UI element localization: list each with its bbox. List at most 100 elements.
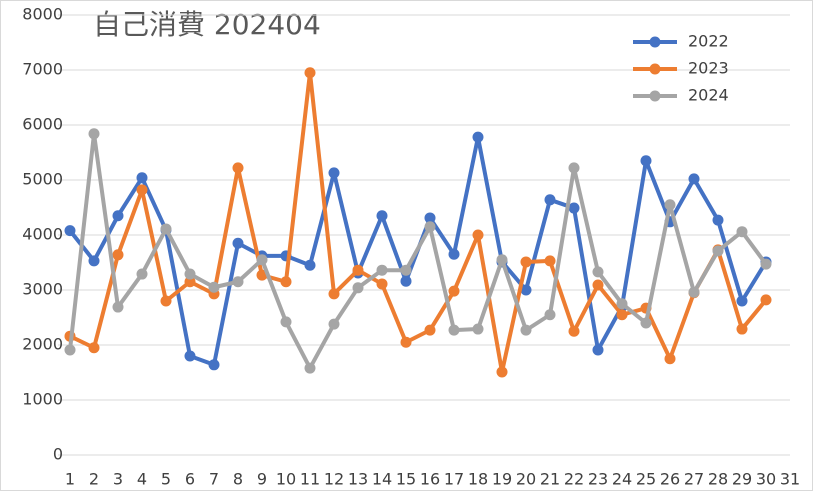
data-point <box>208 281 220 293</box>
chart-title: 自己消費 202404 <box>93 8 321 41</box>
data-point <box>592 279 604 291</box>
data-point <box>688 286 700 298</box>
x-tick-label: 28 <box>708 470 728 489</box>
data-point <box>184 350 196 362</box>
x-tick-label: 14 <box>372 470 392 489</box>
data-point <box>88 128 100 140</box>
data-point <box>760 294 772 306</box>
data-point <box>256 254 268 266</box>
x-tick-label: 21 <box>540 470 560 489</box>
data-point <box>232 162 244 174</box>
data-point <box>688 173 700 185</box>
data-point <box>496 254 508 266</box>
legend-marker <box>649 36 661 48</box>
data-point <box>400 264 412 276</box>
data-point <box>472 229 484 241</box>
x-tick-label: 26 <box>660 470 680 489</box>
data-point <box>304 259 316 271</box>
x-tick-label: 5 <box>161 470 171 489</box>
x-tick-label: 12 <box>324 470 344 489</box>
x-tick-label: 1 <box>65 470 75 489</box>
data-point <box>544 309 556 321</box>
data-point <box>136 268 148 280</box>
data-point <box>328 318 340 330</box>
x-tick-label: 4 <box>137 470 147 489</box>
x-tick-label: 20 <box>516 470 536 489</box>
data-point <box>280 276 292 288</box>
y-tick-label: 3000 <box>22 280 63 299</box>
y-tick-label: 4000 <box>22 225 63 244</box>
y-tick-label: 1000 <box>22 390 63 409</box>
x-tick-label: 11 <box>300 470 320 489</box>
data-point <box>520 324 532 336</box>
data-point <box>64 344 76 356</box>
data-point <box>112 249 124 261</box>
data-point <box>424 221 436 233</box>
data-point <box>88 255 100 267</box>
data-point <box>448 285 460 297</box>
x-tick-label: 17 <box>444 470 464 489</box>
data-point <box>136 184 148 196</box>
data-point <box>88 342 100 354</box>
x-tick-label: 16 <box>420 470 440 489</box>
data-point <box>184 268 196 280</box>
data-point <box>160 223 172 235</box>
x-tick-label: 31 <box>780 470 800 489</box>
data-point <box>232 237 244 249</box>
data-point <box>568 202 580 214</box>
data-point <box>112 210 124 222</box>
data-point <box>640 317 652 329</box>
data-point <box>712 214 724 226</box>
data-point <box>736 295 748 307</box>
x-tick-label: 23 <box>588 470 608 489</box>
data-point <box>424 212 436 224</box>
data-point <box>664 353 676 365</box>
series-line <box>68 131 768 371</box>
data-point <box>736 323 748 335</box>
x-tick-label: 24 <box>612 470 632 489</box>
data-point <box>712 245 724 257</box>
data-point <box>64 225 76 237</box>
x-tick-label: 18 <box>468 470 488 489</box>
x-tick-label: 13 <box>348 470 368 489</box>
legend-marker <box>649 63 661 75</box>
legend-label: 2023 <box>688 59 729 78</box>
y-tick-label: 6000 <box>22 115 63 134</box>
data-point <box>568 325 580 337</box>
data-point <box>616 309 628 321</box>
legend-label: 2022 <box>688 32 729 51</box>
data-point <box>280 316 292 328</box>
data-point <box>376 264 388 276</box>
x-tick-label: 29 <box>732 470 752 489</box>
data-point <box>184 276 196 288</box>
y-tick-label: 5000 <box>22 170 63 189</box>
data-point <box>520 256 532 268</box>
x-tick-label: 2 <box>89 470 99 489</box>
y-tick-label: 2000 <box>22 335 63 354</box>
data-point <box>616 298 628 310</box>
data-point <box>304 67 316 79</box>
data-point <box>592 344 604 356</box>
data-point <box>472 323 484 335</box>
data-point <box>544 194 556 206</box>
x-tick-label: 9 <box>257 470 267 489</box>
x-tick-label: 8 <box>233 470 243 489</box>
data-point <box>376 210 388 222</box>
data-point <box>640 155 652 167</box>
data-point <box>136 172 148 184</box>
data-point <box>400 336 412 348</box>
x-tick-label: 27 <box>684 470 704 489</box>
y-tick-label: 7000 <box>22 60 63 79</box>
data-point <box>448 324 460 336</box>
data-point <box>544 255 556 267</box>
data-point <box>352 264 364 276</box>
data-point <box>160 295 172 307</box>
y-tick-label: 8000 <box>22 5 63 24</box>
x-tick-label: 3 <box>113 470 123 489</box>
data-point <box>352 282 364 294</box>
x-tick-label: 7 <box>209 470 219 489</box>
data-point <box>736 226 748 238</box>
x-tick-label: 25 <box>636 470 656 489</box>
